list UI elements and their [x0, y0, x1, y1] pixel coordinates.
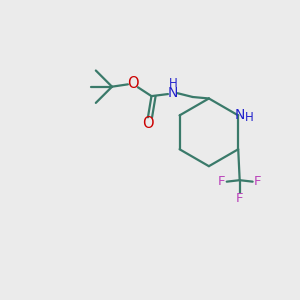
Text: H: H	[169, 77, 177, 90]
Text: F: F	[254, 175, 262, 188]
Text: F: F	[218, 175, 225, 188]
Text: O: O	[142, 116, 154, 131]
Text: N: N	[168, 86, 178, 100]
Text: O: O	[128, 76, 139, 91]
Text: F: F	[236, 192, 243, 205]
Text: H: H	[245, 111, 254, 124]
Text: N: N	[235, 108, 245, 122]
